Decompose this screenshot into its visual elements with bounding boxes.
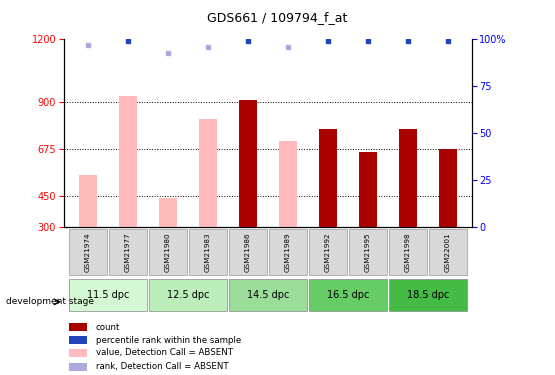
Bar — [69, 229, 107, 275]
Bar — [359, 152, 377, 227]
Bar — [279, 141, 297, 227]
Bar — [229, 279, 307, 311]
Text: 14.5 dpc: 14.5 dpc — [246, 290, 289, 300]
Text: 11.5 dpc: 11.5 dpc — [87, 290, 129, 300]
Text: 16.5 dpc: 16.5 dpc — [326, 290, 369, 300]
Bar — [428, 229, 467, 275]
Bar — [119, 96, 137, 227]
Text: percentile rank within the sample: percentile rank within the sample — [95, 336, 241, 345]
Bar — [349, 229, 387, 275]
Text: 18.5 dpc: 18.5 dpc — [407, 290, 449, 300]
Bar — [309, 229, 347, 275]
Bar — [69, 279, 147, 311]
Text: development stage: development stage — [6, 297, 94, 306]
Text: 12.5 dpc: 12.5 dpc — [166, 290, 209, 300]
Bar — [159, 198, 177, 227]
Bar — [69, 363, 87, 371]
Bar — [109, 229, 147, 275]
Text: GSM21998: GSM21998 — [405, 232, 411, 272]
Text: GDS661 / 109794_f_at: GDS661 / 109794_f_at — [208, 11, 347, 24]
Bar — [189, 229, 227, 275]
Bar — [269, 229, 307, 275]
Bar — [388, 279, 467, 311]
Bar — [69, 349, 87, 357]
Bar — [149, 229, 187, 275]
Bar — [388, 229, 427, 275]
Text: GSM21980: GSM21980 — [165, 232, 171, 272]
Bar — [69, 336, 87, 344]
Text: GSM21992: GSM21992 — [325, 232, 331, 272]
Bar — [199, 118, 217, 227]
Text: GSM21995: GSM21995 — [365, 232, 371, 272]
Text: value, Detection Call = ABSENT: value, Detection Call = ABSENT — [95, 348, 233, 357]
Bar — [439, 149, 457, 227]
Bar — [309, 279, 387, 311]
Bar — [69, 323, 87, 332]
Text: GSM21983: GSM21983 — [205, 232, 211, 272]
Text: GSM21986: GSM21986 — [245, 232, 251, 272]
Text: GSM22001: GSM22001 — [445, 232, 451, 272]
Text: GSM21977: GSM21977 — [125, 232, 131, 272]
Text: count: count — [95, 323, 120, 332]
Bar — [79, 175, 97, 227]
Bar — [398, 129, 417, 227]
Text: GSM21989: GSM21989 — [285, 232, 291, 272]
Bar — [149, 279, 227, 311]
Text: rank, Detection Call = ABSENT: rank, Detection Call = ABSENT — [95, 362, 228, 371]
Text: GSM21974: GSM21974 — [85, 232, 91, 272]
Bar — [239, 100, 257, 227]
Bar — [319, 129, 337, 227]
Bar — [229, 229, 267, 275]
